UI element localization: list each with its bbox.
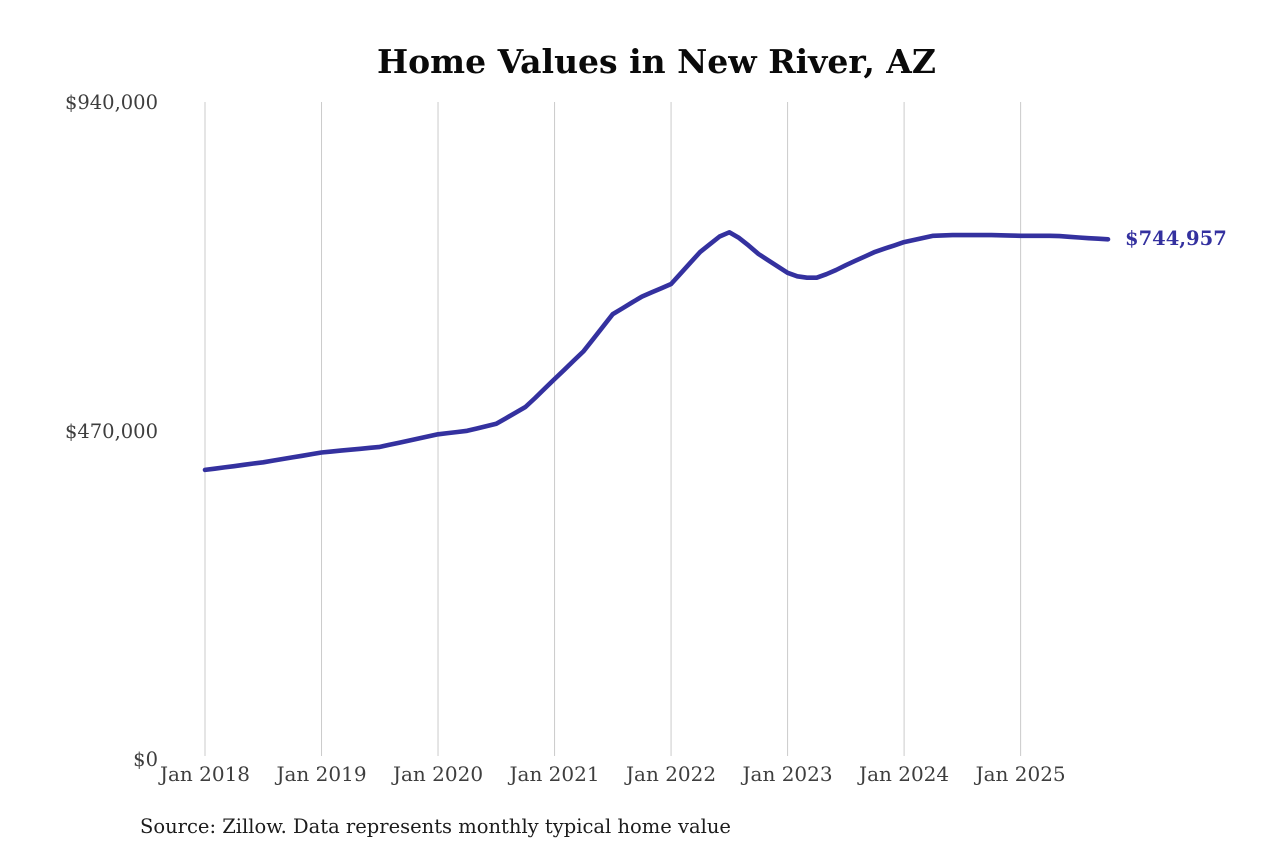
latest-value-label: $744,957 (1125, 227, 1227, 251)
x-tick-label: Jan 2023 (742, 762, 833, 786)
y-tick-label: $470,000 (64, 419, 158, 443)
home-value-line (202, 230, 1111, 473)
x-tick-label: Jan 2025 (975, 762, 1066, 786)
x-tick-label: Jan 2019 (276, 762, 367, 786)
x-tick-label: Jan 2022 (626, 762, 717, 786)
chart-title: Home Values in New River, AZ (376, 42, 936, 81)
y-tick-label: $0 (133, 748, 158, 771)
vertical-gridlines (204, 102, 1022, 756)
source-note: Source: Zillow. Data represents monthly … (140, 815, 731, 838)
y-tick-label: $940,000 (64, 91, 158, 114)
x-tick-label: Jan 2021 (509, 762, 600, 786)
x-tick-label: Jan 2018 (159, 762, 251, 786)
x-tick-label: Jan 2020 (392, 762, 484, 786)
x-tick-label: Jan 2024 (859, 762, 950, 786)
